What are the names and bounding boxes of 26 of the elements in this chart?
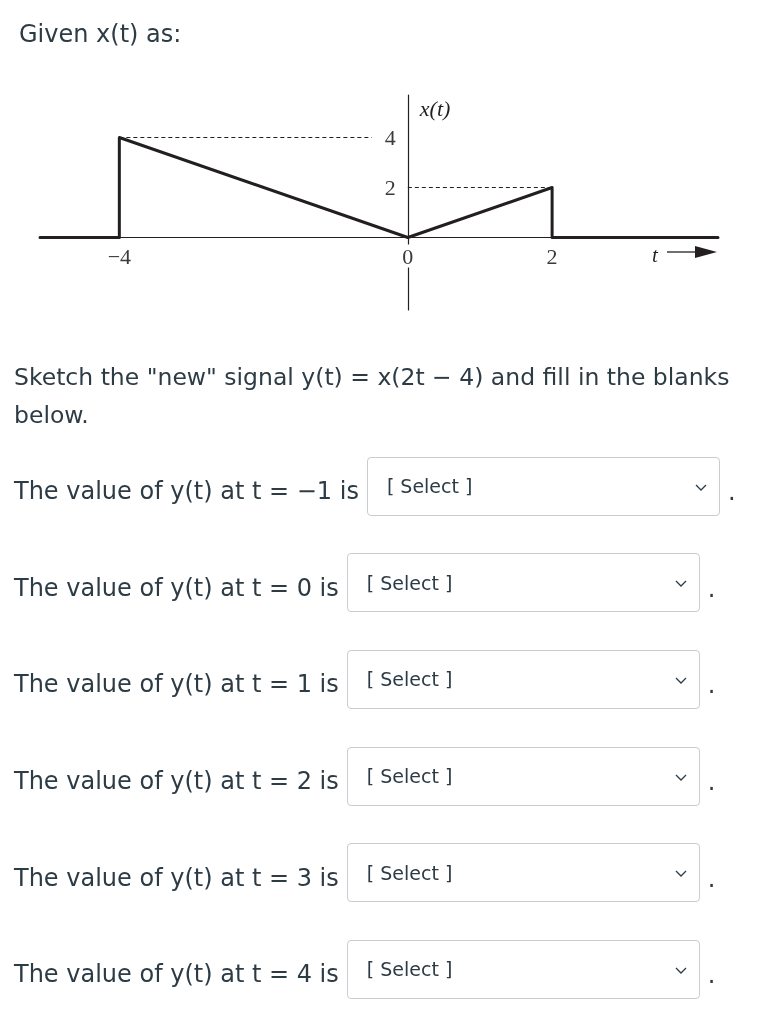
text: . xyxy=(707,864,716,893)
dropdown: [ Select ] xyxy=(346,553,700,613)
x-tick-label: 0 xyxy=(402,244,414,269)
text: . xyxy=(727,478,736,507)
text: . xyxy=(707,961,716,990)
text: Sketch the "new" signal y(t) = x(2t − 4) and fill in the blanks below. xyxy=(13,362,731,431)
x-axis-title: t xyxy=(652,243,659,267)
x-tick-label: −4 xyxy=(107,244,132,269)
x-tick-label: 2 xyxy=(546,244,558,269)
text: . xyxy=(707,574,716,603)
dropdown: [ Select ] xyxy=(346,650,700,709)
text: The value of y(t) at t = 1 is xyxy=(14,670,339,699)
dropdown: [ Select ] xyxy=(366,456,720,516)
text: The value of y(t) at t = 2 is xyxy=(14,767,339,796)
chart-title: Given x(t) as: xyxy=(19,20,182,48)
text: The value of y(t) at t = 3 is xyxy=(14,863,339,892)
text: . xyxy=(707,671,716,700)
text: The value of y(t) at t = −1 is xyxy=(14,477,359,506)
text: . xyxy=(707,768,716,797)
text: The value of y(t) at t = 0 is xyxy=(14,573,339,602)
text: The value of y(t) at t = 4 is xyxy=(14,960,339,989)
dropdown: [ Select ] xyxy=(346,939,700,999)
dropdown: [ Select ] xyxy=(346,843,700,903)
y-tick-label: 4 xyxy=(384,125,396,150)
y-axis-title: x(t) xyxy=(418,95,451,121)
dropdown: [ Select ] xyxy=(346,746,700,806)
